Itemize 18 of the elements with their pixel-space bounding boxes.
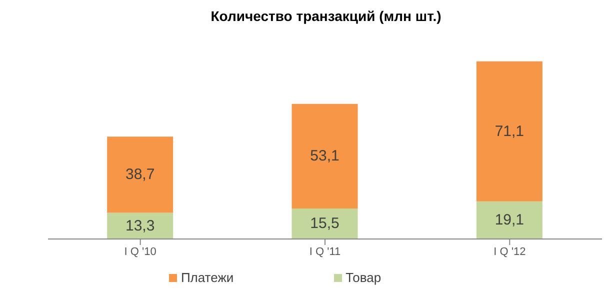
x-tick-label: I Q '12 <box>494 246 526 258</box>
data-label: 38,7 <box>125 166 155 184</box>
data-label: 19,1 <box>494 212 524 229</box>
data-label: 15,5 <box>310 215 340 232</box>
bar <box>292 104 358 208</box>
data-label: 71,1 <box>494 122 524 140</box>
bar <box>107 136 174 213</box>
data-label: 53,1 <box>310 148 340 165</box>
bar <box>476 61 542 202</box>
legend-label: Товар <box>346 270 382 285</box>
x-tick-label: I Q '10 <box>124 246 156 258</box>
bar <box>292 208 358 239</box>
x-tick-label: I Q '11 <box>309 246 341 258</box>
data-label: 13,3 <box>125 217 155 234</box>
chart-title: Количество транзакций (млн шт.) <box>210 8 442 26</box>
bar <box>107 212 174 239</box>
bar <box>476 201 542 239</box>
legend-label: Платежи <box>180 270 234 285</box>
